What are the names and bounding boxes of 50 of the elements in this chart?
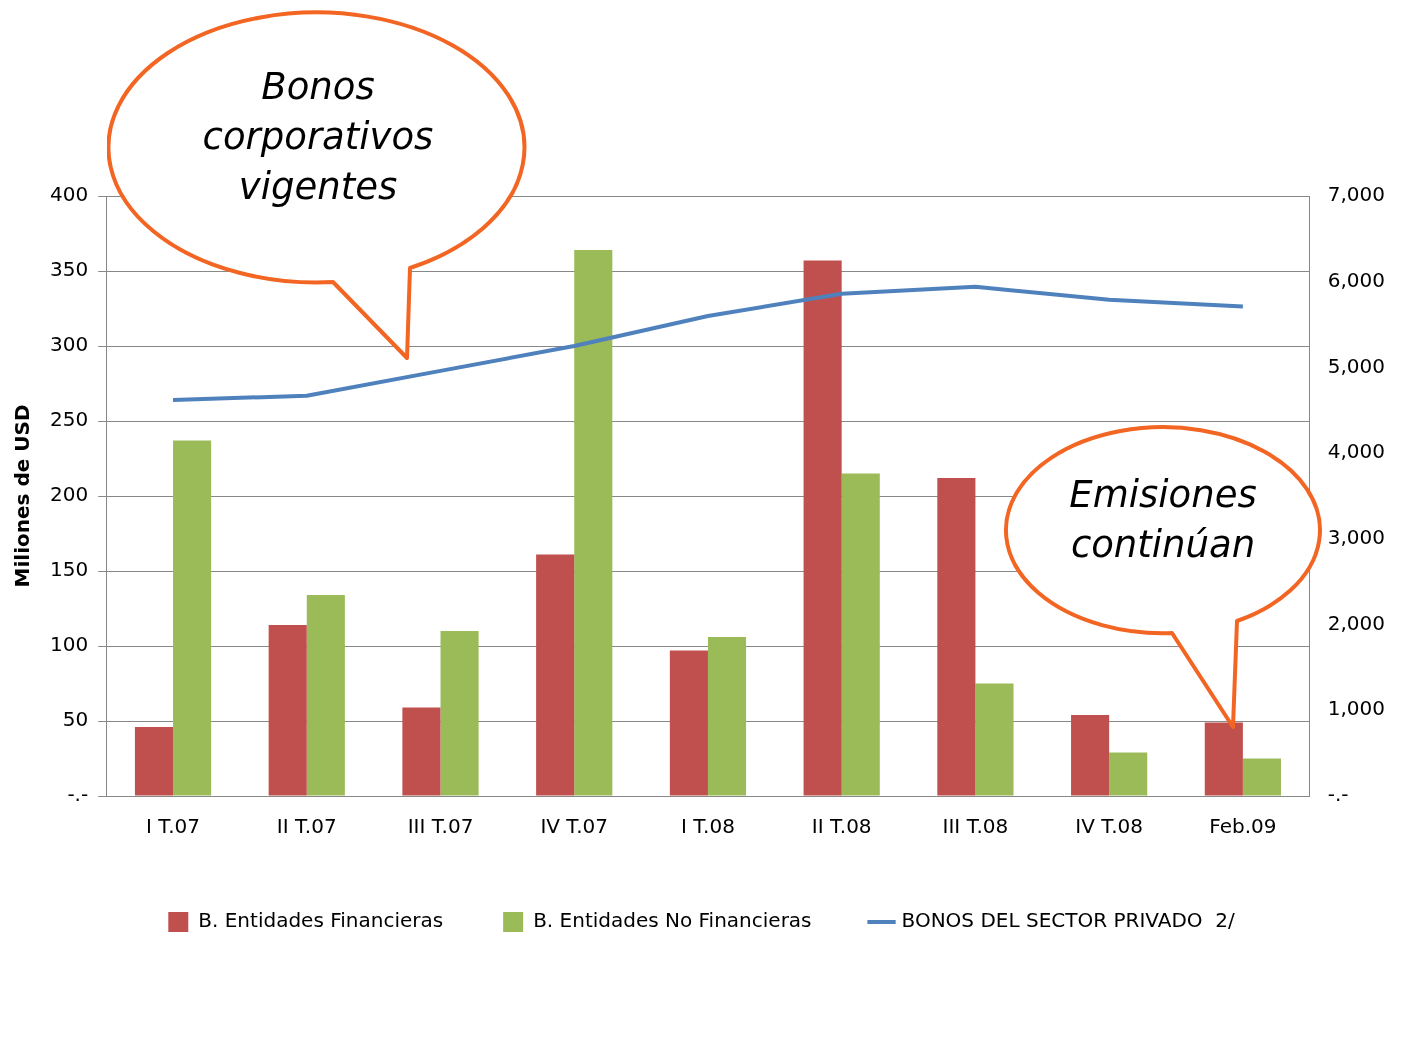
y-tick-label: 200: [49, 482, 89, 507]
bar: [134, 727, 174, 796]
y-axis-title: Miliones de USD: [10, 404, 35, 588]
bar: [937, 478, 976, 796]
y-tick-label: -.-: [67, 782, 89, 807]
y-tick-label: 150: [49, 557, 89, 582]
annotation: Emisiones continúan: [1068, 472, 1258, 568]
bar: [440, 631, 479, 796]
bar: [669, 650, 708, 796]
y-tick-label: 250: [49, 407, 89, 432]
y-tick-label: 400: [49, 182, 89, 207]
y-tick-label: 350: [49, 257, 89, 282]
bar: [1204, 722, 1243, 796]
bar: [803, 260, 842, 796]
y-tick-label: 100: [49, 632, 89, 657]
y-tick-label: 300: [49, 332, 89, 357]
x-tick-label: III T.08: [942, 814, 1009, 839]
x-tick-label: I T.07: [146, 814, 200, 839]
y-tick-label: 50: [62, 707, 89, 732]
bar: [268, 625, 307, 796]
y2-tick-label: 1,000: [1327, 696, 1386, 721]
x-tick-label: II T.08: [811, 814, 872, 839]
bar: [707, 637, 747, 796]
x-tick-label: IV T.08: [1075, 814, 1143, 839]
y2-tick-label: 3,000: [1327, 525, 1386, 550]
bar: [306, 595, 345, 796]
legend-label: B. Entidades No Financieras: [533, 908, 812, 933]
bar: [975, 683, 1014, 796]
bar: [402, 707, 441, 796]
legend-label: B. Entidades Financieras: [198, 908, 444, 933]
bar: [536, 554, 575, 796]
bar: [173, 440, 212, 796]
y2-tick-label: 4,000: [1327, 439, 1386, 464]
bar: [574, 250, 613, 796]
bar: [1071, 715, 1110, 796]
bar: [1242, 758, 1281, 796]
y2-tick-label: -.-: [1327, 782, 1349, 807]
annotation: Bonos corporativos vigentes: [201, 64, 435, 210]
x-tick-label: Feb.09: [1209, 814, 1277, 839]
y2-tick-label: 6,000: [1327, 267, 1386, 292]
y2-tick-label: 5,000: [1327, 353, 1386, 378]
y2-tick-label: 2,000: [1327, 610, 1386, 635]
bar: [841, 473, 880, 796]
x-tick-label: IV T.07: [540, 814, 609, 839]
x-tick-label: III T.07: [407, 814, 474, 839]
legend-label: BONOS DEL SECTOR PRIVADO 2/: [901, 908, 1235, 933]
y2-tick-label: 7,000: [1327, 182, 1386, 207]
x-tick-label: I T.08: [681, 814, 735, 839]
bar: [1109, 752, 1148, 796]
x-tick-label: II T.07: [276, 814, 337, 839]
